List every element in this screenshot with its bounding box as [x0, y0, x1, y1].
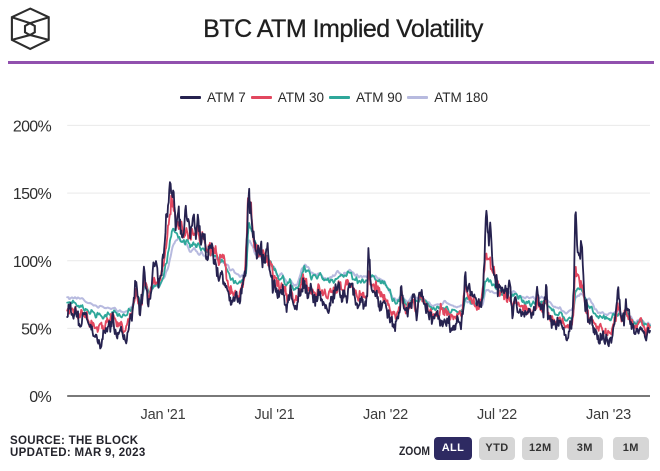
svg-text:Jan '22: Jan '22	[363, 407, 408, 423]
svg-text:50%: 50%	[21, 322, 51, 339]
svg-text:0%: 0%	[29, 389, 51, 406]
svg-text:200%: 200%	[13, 119, 52, 136]
svg-text:Jul '22: Jul '22	[477, 407, 517, 423]
svg-text:150%: 150%	[13, 186, 52, 203]
svg-text:Jul '21: Jul '21	[254, 407, 294, 423]
svg-text:Jan '23: Jan '23	[586, 407, 631, 423]
svg-text:100%: 100%	[13, 254, 52, 271]
svg-text:Jan '21: Jan '21	[141, 407, 186, 423]
